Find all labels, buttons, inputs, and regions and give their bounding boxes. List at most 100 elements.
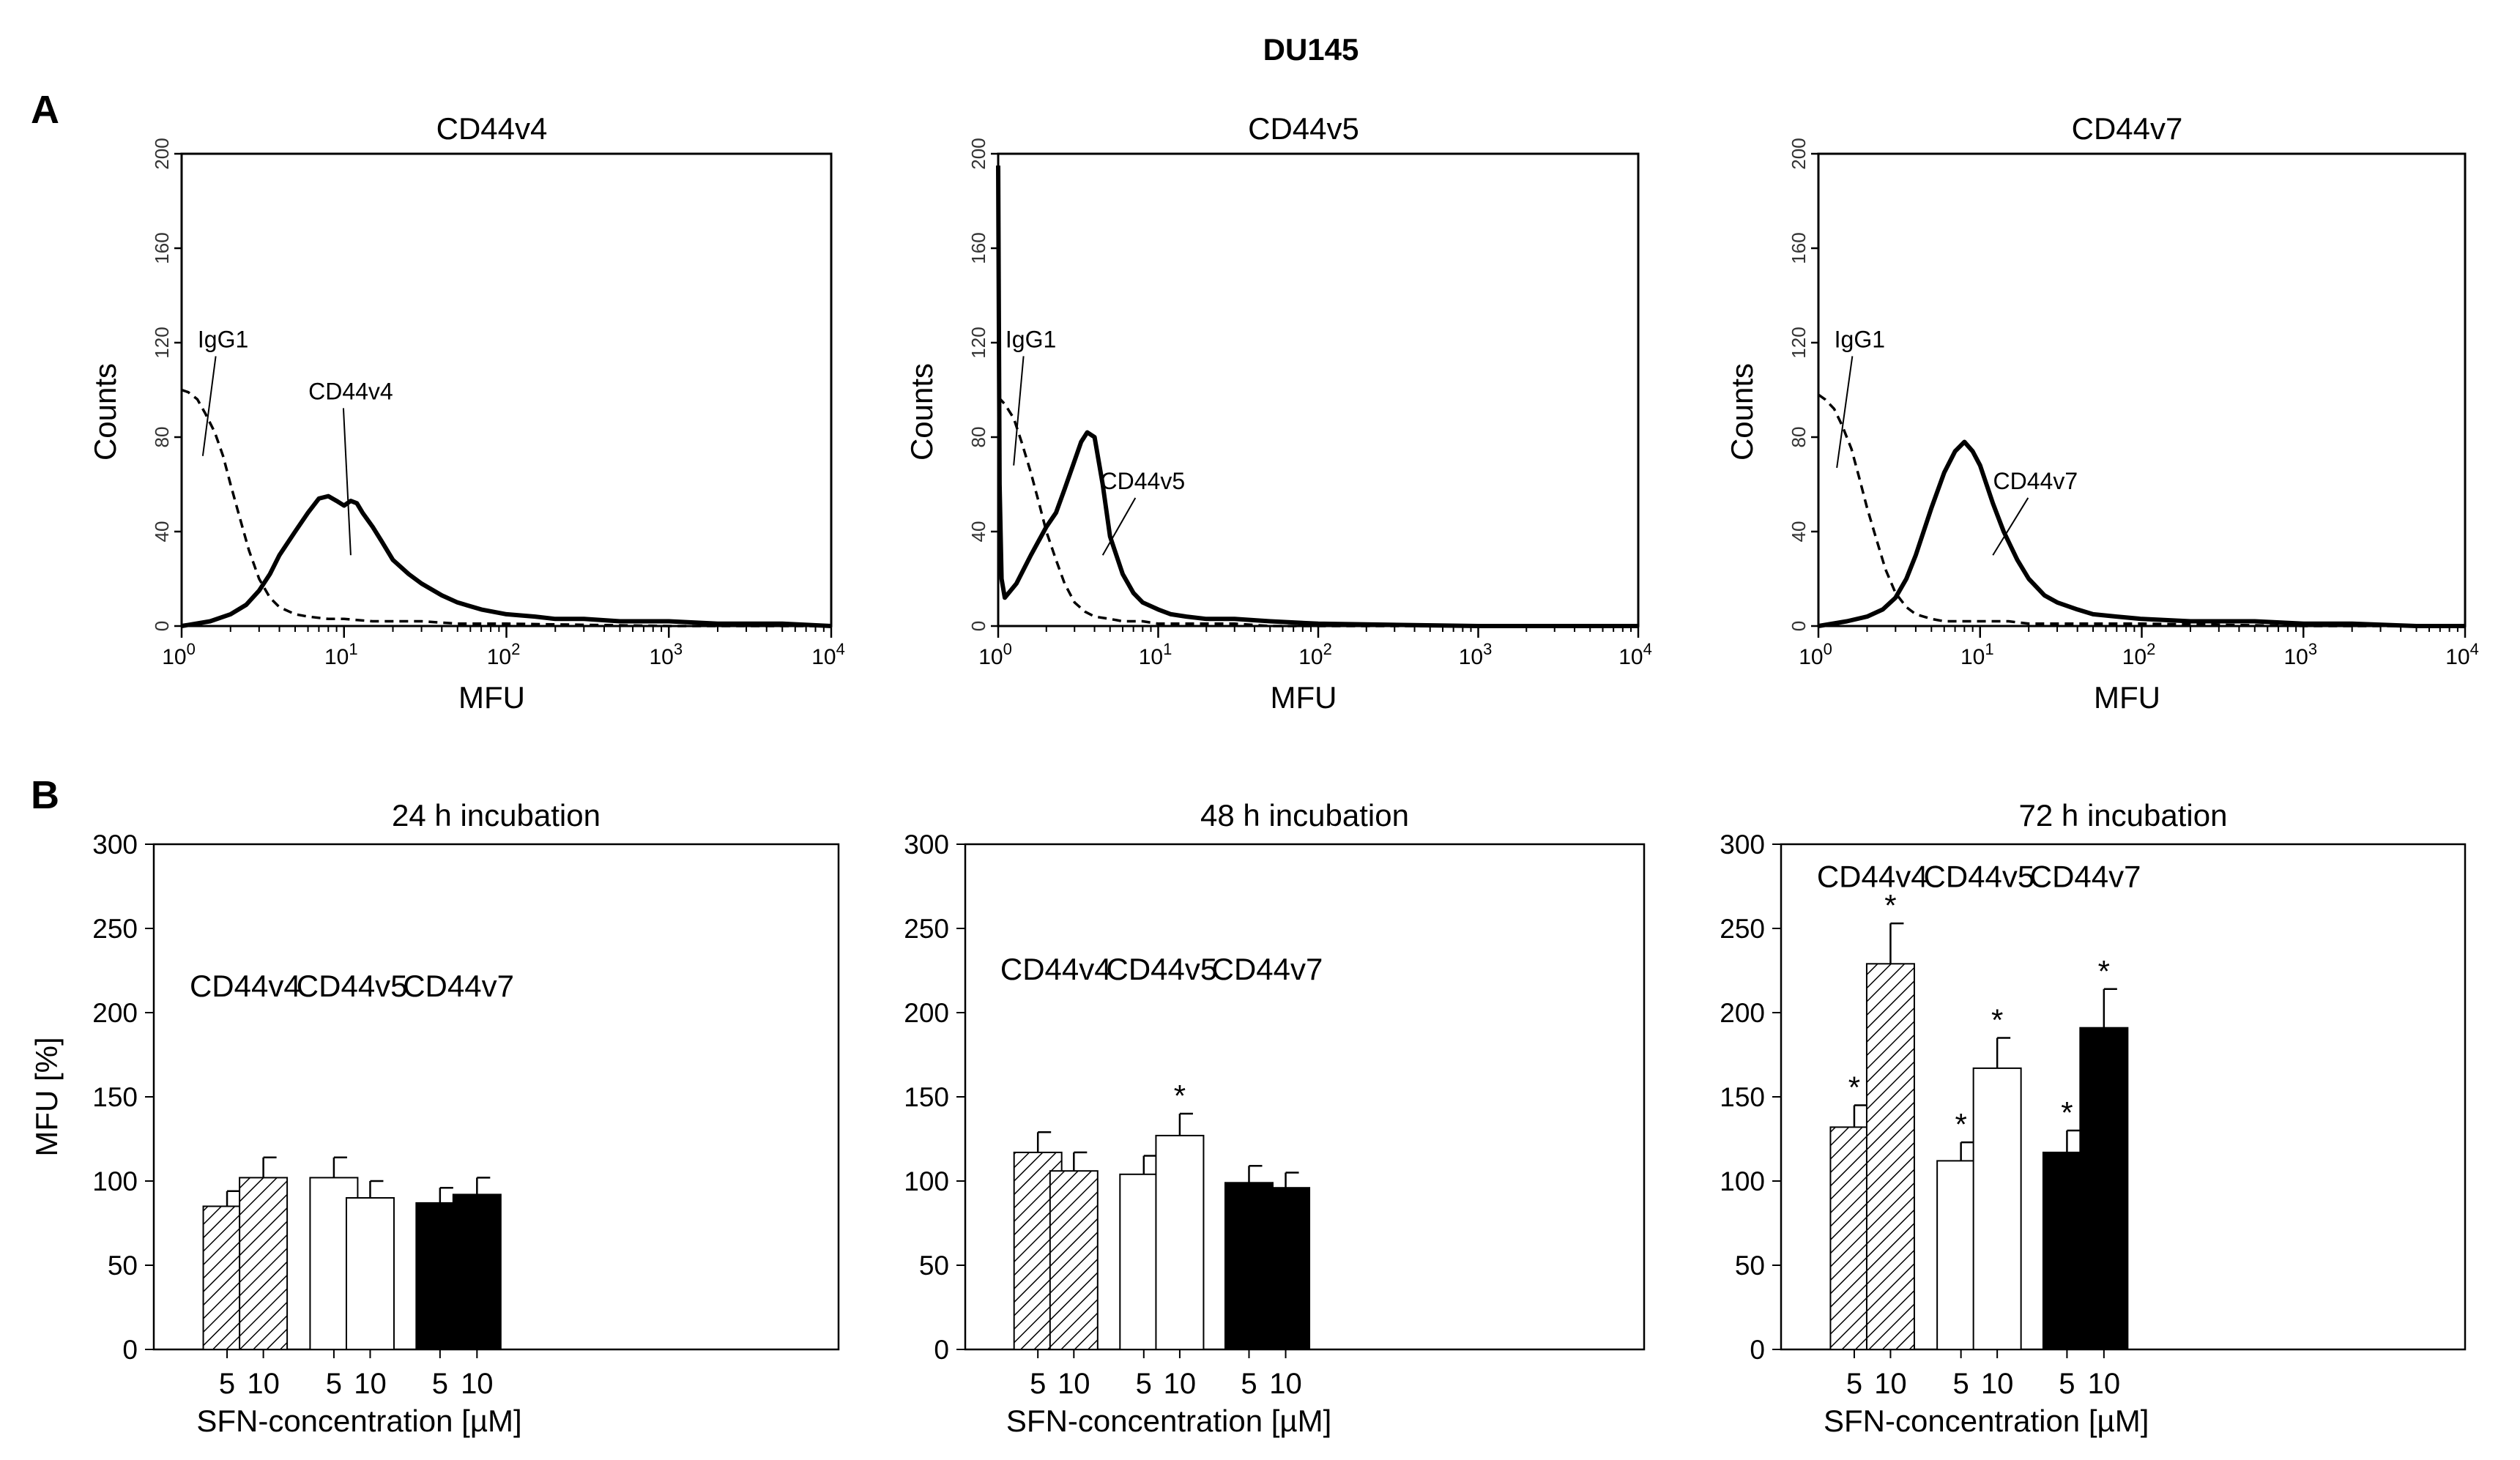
annotation-label: CD44v5 [1101, 468, 1186, 494]
plot-frame [997, 152, 1640, 627]
y-tick-label: 200 [1720, 998, 1765, 1028]
histogram-title: CD44v7 [2072, 111, 2183, 146]
y-tick-label: 0 [122, 1335, 138, 1365]
annotation-label: CD44v4 [308, 378, 393, 404]
x-tick-label: 10 [2088, 1368, 2121, 1400]
x-tick-label: 103 [2283, 640, 2317, 669]
y-tick-label: 300 [92, 830, 138, 860]
x-tick-label: 103 [649, 640, 683, 669]
x-tick-label: 10 [1058, 1368, 1090, 1400]
y-tick-label: 0 [151, 621, 173, 631]
histogram-title: CD44v5 [1248, 111, 1359, 146]
y-tick-label: 200 [151, 138, 173, 169]
histogram-title: CD44v4 [436, 111, 548, 146]
group-cd44v5-label: CD44v5 [1924, 860, 2035, 894]
x-tick-label: 5 [1846, 1368, 1862, 1400]
x-axis-label: SFN-concentration [µM] [1006, 1404, 1331, 1438]
panel-a-histograms: CD44v4 0 40 80 120 160 200 Counts 100 101 102 103 10… [88, 111, 2479, 715]
y-tick-label: 0 [934, 1335, 949, 1365]
x-tick-label: 10 [354, 1368, 387, 1400]
group-cd44v4-label: CD44v4 [190, 969, 301, 1003]
y-tick-label: 80 [151, 427, 173, 448]
series-cd44v4 [181, 494, 832, 628]
group-cd44v7-label: CD44v7 [1212, 952, 1323, 986]
annotation-label: CD44v7 [1993, 468, 2078, 494]
panel-a-label: A [31, 88, 59, 132]
bar-chart-title: 48 h incubation [1200, 798, 1409, 833]
x-tick-label: 104 [811, 640, 845, 669]
x-axis-label: MFU [1271, 680, 1337, 715]
y-tick-label: 80 [967, 427, 989, 448]
bar-chart-title: 72 h incubation [2019, 798, 2228, 833]
y-tick-label: 300 [904, 830, 949, 860]
y-axis-label: MFU [%] [29, 1037, 64, 1156]
y-tick-label: 100 [904, 1166, 949, 1196]
y-tick-label: 150 [1720, 1082, 1765, 1112]
x-tick-label: 5 [1953, 1368, 1969, 1400]
bar-chart-title: 24 h incubation [392, 798, 601, 833]
annotation-leader [1836, 356, 1854, 469]
y-tick-label: 150 [92, 1082, 138, 1112]
y-tick-label: 200 [1788, 138, 1810, 169]
y-tick-label: 200 [904, 998, 949, 1028]
x-tick-label: 100 [1799, 640, 1832, 669]
bar-cd44v7-10 [1261, 1187, 1311, 1350]
bar-cd44v5-10 [345, 1197, 395, 1350]
bar-chart-2: 48 h incubation 0 50 100 150 200 250 300 CD44v4 5… [904, 798, 1646, 1438]
group-cd44v5-label: CD44v5 [1106, 952, 1217, 986]
y-tick-label: 0 [1750, 1335, 1765, 1365]
bar-cd44v7-10 [452, 1193, 502, 1351]
y-tick-label: 50 [919, 1251, 949, 1281]
significance-marker: * [1955, 1107, 1966, 1141]
x-tick-label: 103 [1459, 640, 1493, 669]
x-axis-label: SFN-concentration [µM] [1824, 1404, 2149, 1438]
x-tick-label: 5 [219, 1368, 235, 1400]
significance-marker: * [2061, 1095, 2073, 1130]
y-tick-label: 0 [967, 621, 989, 631]
x-tick-label: 5 [2059, 1368, 2075, 1400]
annotation-leader [1013, 356, 1025, 466]
y-tick-label: 300 [1720, 830, 1765, 860]
bar-cd44v4-10 [1865, 963, 1915, 1351]
annotation-label: IgG1 [1006, 326, 1056, 352]
y-tick-label: 200 [92, 998, 138, 1028]
histogram-cd44v7: CD44v7 0 40 80 120 160 200 Counts 100 101 102 103 10… [1725, 111, 2479, 715]
bar-cd44v5-10 [1155, 1134, 1205, 1351]
y-tick-label: 160 [1788, 232, 1810, 264]
series-cd44v7 [1818, 439, 2465, 628]
bar-chart-3: 72 h incubation050100150200250300CD44v4*… [1720, 798, 2467, 1438]
series-igg1 [997, 396, 1638, 627]
group-cd44v4-label: CD44v4 [1817, 860, 1928, 894]
y-tick-label: 160 [151, 232, 173, 264]
significance-marker: * [1991, 1003, 2003, 1038]
y-tick-label: 120 [1788, 327, 1810, 358]
bar-cd44v4-10 [1049, 1170, 1099, 1350]
x-tick-label: 102 [487, 640, 521, 669]
y-tick-label: 50 [108, 1251, 138, 1281]
y-axis-label: Counts [1725, 363, 1759, 461]
annotation-label: IgG1 [1835, 326, 1885, 352]
x-tick-label: 10 [461, 1368, 494, 1400]
y-tick-label: 200 [967, 138, 989, 169]
y-tick-label: 250 [92, 914, 138, 944]
bar-cd44v7-10 [2079, 1027, 2129, 1350]
x-tick-label: 102 [1298, 640, 1332, 669]
series-cd44v5 [996, 165, 1638, 628]
annotation-leader [342, 408, 352, 556]
annotation-leader [201, 356, 217, 456]
x-tick-label: 5 [432, 1368, 448, 1400]
histogram-cd44v4: CD44v4 0 40 80 120 160 200 Counts 100 101 102 103 10… [88, 111, 845, 715]
x-tick-label: 10 [1164, 1368, 1197, 1400]
bar-chart-1: 24 h incubation 0 50 100 150 200 250 300 MFU [%]… [29, 798, 840, 1438]
x-tick-label: 5 [326, 1368, 342, 1400]
annotation-label: IgG1 [198, 326, 248, 352]
significance-marker: * [1848, 1070, 1860, 1105]
bar-cd44v5-10 [1972, 1067, 2022, 1351]
histogram-cd44v5: CD44v5 0 40 80 120 160 200 Counts 100 101 102 103 10… [904, 111, 1652, 715]
y-tick-label: 40 [967, 521, 989, 543]
x-axis-label: MFU [458, 680, 525, 715]
significance-marker: * [2098, 954, 2110, 988]
y-tick-label: 250 [1720, 914, 1765, 944]
